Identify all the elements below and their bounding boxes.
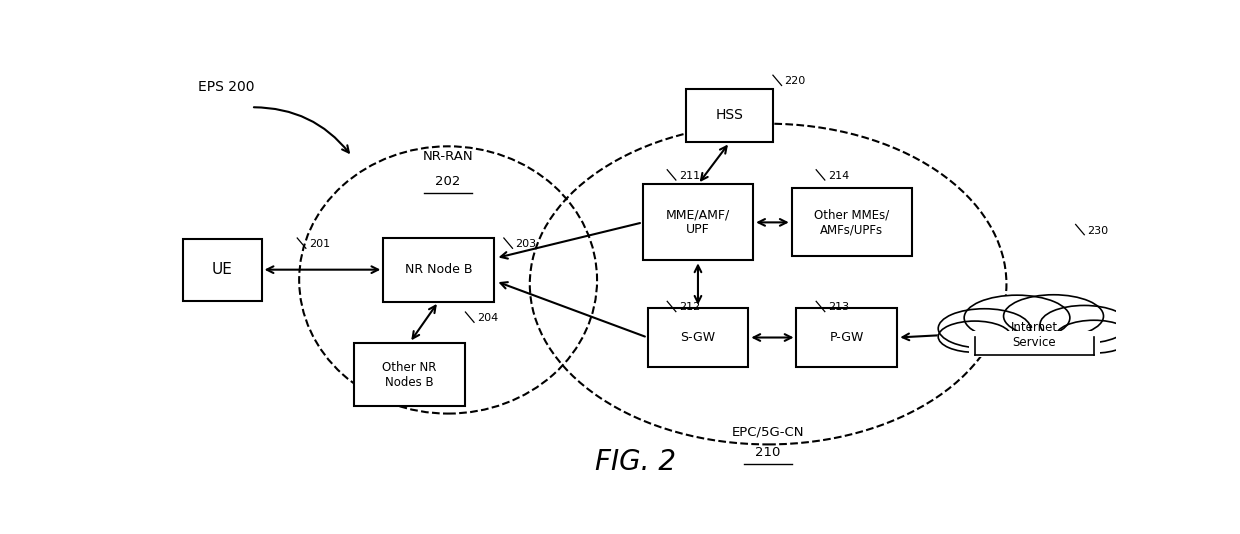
Circle shape (1055, 320, 1132, 353)
Text: Other NR
Nodes B: Other NR Nodes B (382, 360, 436, 389)
Text: NR-RAN: NR-RAN (423, 150, 474, 163)
Text: 230: 230 (1087, 225, 1109, 235)
Text: P-GW: P-GW (830, 331, 864, 344)
FancyBboxPatch shape (796, 308, 898, 367)
FancyBboxPatch shape (355, 343, 465, 406)
Circle shape (1040, 305, 1128, 343)
Circle shape (939, 321, 1012, 352)
Circle shape (965, 295, 1070, 340)
Text: 210: 210 (755, 446, 781, 459)
Text: 202: 202 (435, 175, 461, 188)
Circle shape (1003, 295, 1104, 337)
FancyBboxPatch shape (642, 184, 753, 261)
Text: 220: 220 (785, 76, 806, 87)
Text: 204: 204 (477, 313, 498, 323)
Text: FIG. 2: FIG. 2 (595, 448, 676, 476)
Text: S-GW: S-GW (681, 331, 715, 344)
FancyBboxPatch shape (791, 189, 911, 256)
Text: 213: 213 (828, 302, 849, 312)
Text: 211: 211 (678, 171, 699, 181)
FancyBboxPatch shape (968, 331, 1100, 357)
Text: UE: UE (212, 262, 233, 277)
Text: Internet
Service: Internet Service (1011, 321, 1058, 349)
Text: 201: 201 (309, 239, 330, 249)
Text: 214: 214 (828, 171, 849, 181)
FancyBboxPatch shape (687, 89, 773, 142)
Text: 212: 212 (678, 302, 701, 312)
FancyBboxPatch shape (647, 308, 749, 367)
Text: EPC/5G-CN: EPC/5G-CN (732, 426, 805, 438)
Text: MME/AMF/
UPF: MME/AMF/ UPF (666, 208, 730, 237)
FancyBboxPatch shape (182, 239, 262, 301)
Text: Other MMEs/
AMFs/UPFs: Other MMEs/ AMFs/UPFs (815, 208, 889, 237)
FancyBboxPatch shape (383, 238, 494, 302)
Text: EPS 200: EPS 200 (198, 80, 254, 93)
Text: NR Node B: NR Node B (404, 263, 472, 276)
Circle shape (939, 309, 1030, 348)
Text: HSS: HSS (715, 108, 744, 122)
Text: 203: 203 (516, 239, 537, 249)
